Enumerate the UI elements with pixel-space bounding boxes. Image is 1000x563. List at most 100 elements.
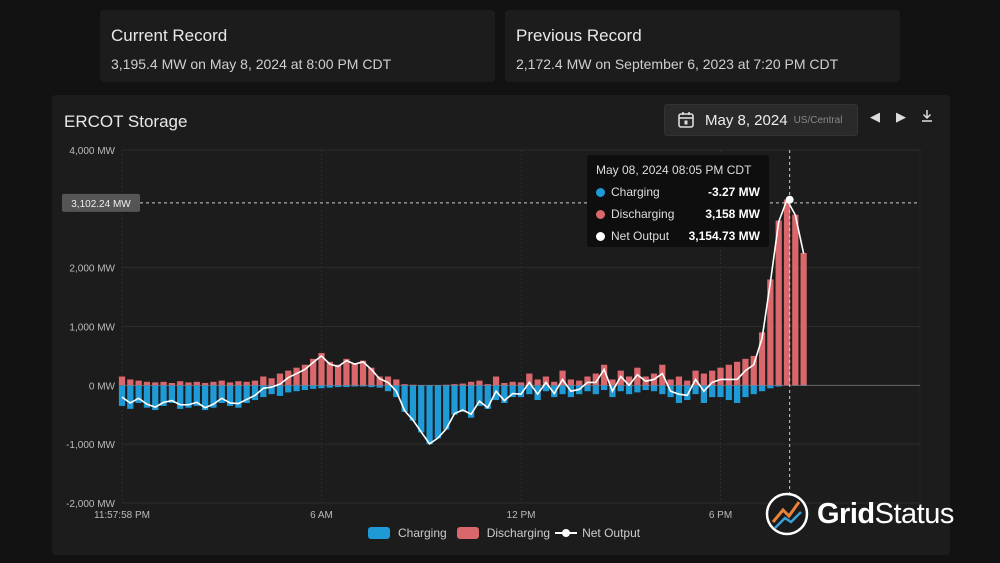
charging-bar xyxy=(551,385,558,398)
discharging-bar xyxy=(767,279,774,386)
discharging-bar xyxy=(517,382,525,386)
charging-bar xyxy=(160,385,167,406)
current-record-title: Current Record xyxy=(111,26,228,45)
discharging-bar xyxy=(542,376,550,386)
charging-bar xyxy=(534,385,541,401)
charging-bar xyxy=(767,385,774,389)
discharging-bar xyxy=(202,382,209,386)
charging-bar xyxy=(617,385,624,392)
charging-bar xyxy=(542,385,550,392)
gridstatus-logo: GridStatus xyxy=(765,492,954,536)
x-tick-label: 11:57:58 PM xyxy=(94,510,150,521)
discharging-bar xyxy=(567,379,574,386)
y-tick-label: 4,000 MW xyxy=(69,146,115,157)
charging-bar xyxy=(368,385,375,388)
storage-chart[interactable]: 4,000 MW 2,000 MW 1,000 MW 0 MW -1,000 MW -2,… xyxy=(52,95,950,555)
charging-bar xyxy=(343,385,350,388)
charging-bar xyxy=(351,385,358,387)
date-picker[interactable]: May 8, 2024 US/Central xyxy=(664,104,858,136)
selected-date: May 8, 2024 xyxy=(705,111,788,129)
discharging-bar xyxy=(409,384,417,386)
discharging-bar xyxy=(293,367,300,386)
discharging-bar xyxy=(492,376,500,386)
discharging-bar xyxy=(501,382,508,386)
discharging-bar xyxy=(775,220,782,386)
discharging-bar xyxy=(301,364,308,386)
charging-bar xyxy=(185,385,192,408)
discharging-bar xyxy=(609,379,616,386)
discharging-bar xyxy=(343,358,350,386)
download-icon[interactable] xyxy=(918,109,936,129)
charging-bar xyxy=(634,385,641,393)
tooltip-row-net: Net Output 3,154.73 MW xyxy=(596,229,760,243)
y-tick-label: 2,000 MW xyxy=(69,264,115,275)
discharging-bar xyxy=(576,380,583,386)
charging-bar xyxy=(443,385,450,430)
discharging-bar xyxy=(118,376,126,386)
legend: Charging Discharging Net Output xyxy=(368,526,640,540)
chevron-left-icon[interactable]: ◀ xyxy=(870,109,880,124)
discharging-bar xyxy=(725,364,732,386)
discharging-bar xyxy=(625,376,633,386)
chevron-right-icon[interactable]: ▶ xyxy=(896,109,906,124)
charging-bar xyxy=(584,385,591,392)
x-tick-label: 6 AM xyxy=(310,510,333,521)
charging-bar xyxy=(318,385,325,389)
y-tick-label: 0 MW xyxy=(89,381,116,392)
discharging-bar xyxy=(750,355,757,386)
charging-bar xyxy=(484,385,491,409)
discharging-bar xyxy=(185,382,192,386)
charging-bar xyxy=(335,385,342,388)
discharging-dot-icon xyxy=(596,209,605,219)
x-tick-label: 12 PM xyxy=(507,510,536,521)
chart-title: ERCOT Storage xyxy=(64,112,188,131)
charging-bar xyxy=(775,385,782,387)
discharging-bar xyxy=(235,381,242,386)
charging-bar xyxy=(118,385,126,406)
tooltip-row-discharging: Discharging 3,158 MW xyxy=(596,207,760,221)
charging-bar xyxy=(276,385,284,396)
charging-bar xyxy=(742,385,749,398)
discharging-bar xyxy=(401,384,408,386)
discharging-bar xyxy=(135,380,142,386)
charging-bar xyxy=(168,385,175,403)
charging-bar xyxy=(650,385,658,392)
discharging-bar xyxy=(800,252,807,386)
discharging-bar xyxy=(584,376,591,386)
charging-bar xyxy=(526,385,533,395)
charging-bar xyxy=(692,385,699,395)
charging-bar xyxy=(418,385,425,433)
charging-bar xyxy=(501,385,508,403)
legend-charging[interactable]: Charging xyxy=(398,526,447,540)
charging-bar xyxy=(285,385,292,393)
charging-bar xyxy=(243,385,250,403)
legend-discharging[interactable]: Discharging xyxy=(486,526,551,540)
charging-bar xyxy=(152,385,159,411)
charging-bar xyxy=(709,385,716,398)
discharging-bar xyxy=(534,379,541,386)
tooltip-row-charging: Charging -3.27 MW xyxy=(596,185,760,199)
charging-bar xyxy=(384,385,392,392)
discharging-bar xyxy=(459,383,466,386)
tooltip-value: -3.27 MW xyxy=(707,185,760,199)
previous-record-value: 2,172.4 MW on September 6, 2023 at 7:20 … xyxy=(516,56,839,72)
legend-net-output[interactable]: Net Output xyxy=(582,526,641,540)
discharging-bar xyxy=(700,373,707,386)
charging-bar xyxy=(401,385,408,412)
discharging-bar xyxy=(143,381,151,386)
discharging-bar xyxy=(218,380,225,386)
tooltip-label: Net Output xyxy=(611,229,670,243)
charging-bar xyxy=(517,385,525,398)
x-tick-label: 6 PM xyxy=(709,510,732,521)
discharging-bar xyxy=(783,199,791,386)
charging-bar xyxy=(451,385,458,415)
discharging-bar xyxy=(468,381,475,386)
charging-swatch-icon xyxy=(368,527,390,539)
discharging-bar xyxy=(226,382,234,386)
discharging-bar xyxy=(127,379,134,386)
charging-bar xyxy=(135,385,142,403)
discharging-bar xyxy=(717,367,724,386)
discharging-bar xyxy=(251,380,259,386)
charging-bar xyxy=(177,385,184,409)
discharging-bar xyxy=(276,373,284,386)
